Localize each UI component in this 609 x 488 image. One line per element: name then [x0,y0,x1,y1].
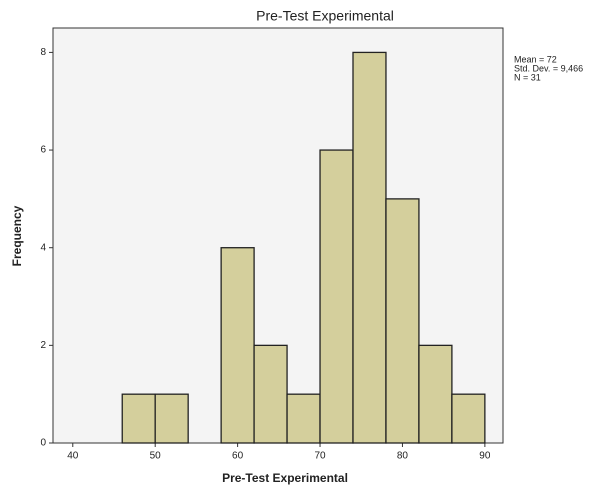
y-tick-label: 0 [40,438,46,449]
y-tick-label: 8 [40,47,46,58]
y-tick-label: 4 [40,242,46,253]
x-tick-label: 90 [479,451,491,462]
y-tick-label: 6 [40,145,46,156]
bar [121,393,156,444]
annotation: Mean = 72 [514,54,557,64]
bar [253,344,288,444]
x-tick-label: 80 [397,451,409,462]
bar [385,198,420,444]
bar [418,344,453,444]
y-tick-label: 2 [40,340,46,351]
bar [319,149,354,444]
x-tick-label: 50 [150,451,162,462]
bar [154,393,189,444]
annotation: Std. Dev. = 9,466 [514,63,583,73]
chart-title: Pre-Test Experimental [256,8,394,24]
bar [451,393,486,444]
bar [352,51,387,444]
x-axis-title: Pre-Test Experimental [222,471,348,485]
x-tick-label: 60 [232,451,244,462]
x-tick-label: 40 [67,451,79,462]
annotation: N = 31 [514,72,541,82]
x-tick-label: 70 [314,451,326,462]
bar [220,247,255,444]
bar [286,393,321,444]
y-axis-title: Frequency [10,205,24,266]
